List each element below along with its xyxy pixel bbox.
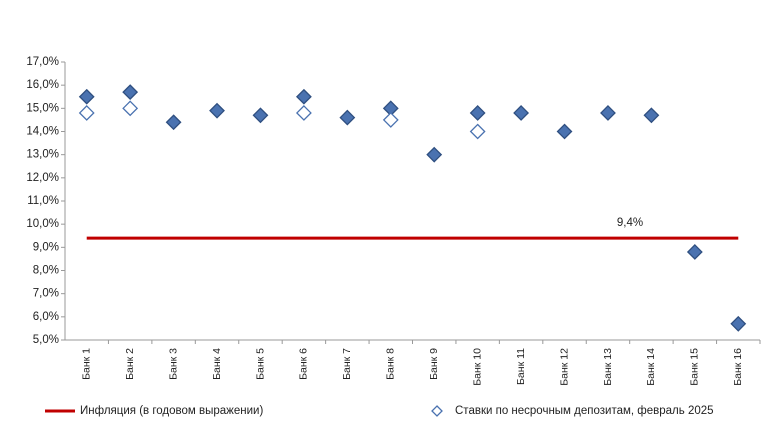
filled-diamond (122, 84, 139, 101)
x-tick-label: Банк 13 (602, 348, 614, 386)
hollow-diamond (78, 105, 95, 121)
x-tick-label: Банк 11 (515, 348, 527, 385)
filled-diamond (556, 123, 573, 140)
x-tick-label: Банк 12 (558, 348, 570, 386)
x-tick-label: Банк 10 (471, 348, 483, 386)
filled-diamond (339, 109, 356, 126)
filled-diamond (209, 102, 225, 119)
y-tick-label: 6,0% (33, 311, 59, 323)
legend-marker (431, 405, 443, 417)
y-tick-label: 17,0% (26, 56, 59, 68)
x-tick-label: Банк 14 (645, 348, 657, 386)
y-tick-label: 5,0% (33, 334, 59, 346)
filled-diamond (78, 88, 95, 105)
filled-diamond (643, 107, 660, 124)
hollow-diamond (469, 123, 486, 140)
filled-diamond (686, 244, 703, 260)
y-tick-label: 8,0% (33, 265, 59, 277)
filled-diamond (165, 114, 182, 131)
legend-label: Инфляция (в годовом выражении) (80, 405, 263, 417)
y-tick-label: 16,0% (26, 79, 59, 91)
filled-diamond (513, 105, 530, 121)
x-tick-label: Банк 4 (211, 348, 223, 380)
filled-diamond (469, 105, 486, 121)
x-tick-label: Банк 2 (124, 348, 136, 380)
x-tick-label: Банк 16 (732, 348, 744, 386)
filled-diamond (730, 315, 747, 332)
x-tick-label: Банк 9 (428, 348, 440, 380)
x-tick-label: Банк 3 (167, 348, 179, 380)
x-tick-label: Банк 15 (689, 348, 701, 386)
x-tick-label: Банк 8 (385, 348, 397, 380)
x-tick-label: Банк 1 (81, 348, 93, 380)
inflation-label: 9,4% (617, 217, 643, 229)
y-tick-label: 7,0% (33, 288, 59, 300)
y-tick-label: 9,0% (33, 241, 59, 253)
y-tick-label: 13,0% (26, 149, 59, 161)
y-tick-label: 14,0% (26, 126, 59, 138)
filled-diamond (600, 105, 616, 121)
y-tick-label: 10,0% (26, 218, 59, 230)
y-tick-label: 11,0% (27, 195, 59, 207)
filled-diamond (426, 146, 443, 163)
x-tick-label: Банк 6 (298, 348, 310, 380)
filled-diamond (252, 107, 269, 124)
filled-diamond (295, 88, 312, 105)
hollow-diamond (295, 105, 312, 121)
hollow-diamond (122, 100, 139, 117)
hollow-diamond (382, 111, 399, 128)
legend-label: Ставки по несрочным депозитам, февраль 2… (455, 405, 714, 417)
x-tick-label: Банк 7 (341, 348, 353, 380)
x-tick-label: Банк 5 (254, 348, 266, 380)
y-tick-label: 12,0% (26, 172, 59, 184)
y-tick-label: 15,0% (26, 102, 59, 114)
